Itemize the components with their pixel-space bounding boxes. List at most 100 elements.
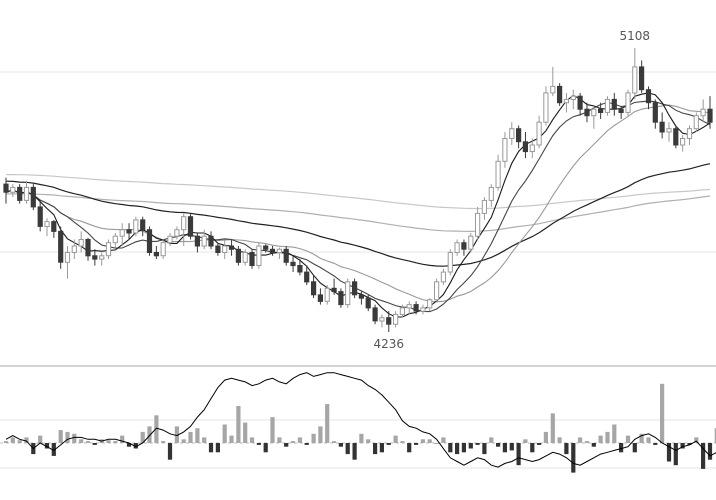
candle	[352, 278, 358, 299]
oscillator-bar	[277, 437, 282, 443]
oscillator-bar	[400, 441, 405, 443]
candle-body	[181, 216, 187, 231]
candle	[51, 219, 57, 238]
candle-body	[652, 102, 658, 123]
oscillator-bar	[612, 424, 617, 443]
oscillator-bar	[420, 439, 425, 443]
candle	[146, 226, 153, 256]
price-annotations: 5108 4236	[373, 29, 650, 351]
candle	[23, 180, 30, 204]
candle-body	[577, 95, 583, 110]
candle-body	[543, 92, 549, 123]
candle-body	[673, 128, 679, 146]
candle-body	[420, 307, 426, 312]
candle	[645, 86, 652, 110]
candle	[604, 96, 611, 116]
oscillator-line	[5, 372, 716, 468]
oscillator-bar	[701, 443, 706, 469]
candle	[372, 304, 378, 325]
candle	[228, 239, 235, 256]
candle-body	[126, 229, 132, 234]
candle	[529, 138, 535, 159]
candle-body	[488, 186, 494, 201]
candle	[475, 206, 481, 240]
candle-body	[358, 294, 364, 299]
candle-body	[119, 229, 125, 237]
candle	[64, 246, 71, 279]
candle	[44, 218, 50, 237]
candle-body	[304, 271, 310, 283]
candle-body	[167, 235, 173, 244]
candle	[488, 184, 494, 207]
candle-body	[434, 281, 440, 301]
oscillator-bar	[325, 404, 330, 443]
candle-body	[58, 230, 64, 263]
oscillator-bar	[85, 441, 91, 443]
candle	[187, 213, 194, 240]
oscillator-bar	[687, 443, 692, 445]
oscillator-bar	[598, 435, 603, 443]
oscillator-bar	[58, 430, 63, 443]
oscillator-bar	[3, 441, 9, 443]
candle-body	[194, 235, 201, 247]
candle	[249, 249, 255, 269]
candle-body	[297, 265, 303, 273]
oscillator-bar	[666, 443, 672, 462]
candle-body	[256, 245, 262, 266]
candle-body	[406, 304, 412, 309]
oscillator-bar	[489, 437, 494, 443]
oscillator-bar	[120, 435, 125, 443]
oscillator-bar	[605, 431, 610, 443]
candle-body	[3, 183, 9, 193]
oscillator-panel	[0, 372, 716, 473]
candle	[235, 246, 242, 266]
oscillator-bar	[482, 443, 487, 455]
candle-body	[331, 287, 337, 293]
candle	[37, 200, 43, 232]
candle	[481, 197, 487, 220]
oscillator-bar	[619, 443, 624, 453]
candle-body	[283, 248, 289, 263]
oscillator-bar	[106, 440, 111, 443]
oscillator-bar	[393, 435, 398, 443]
candle	[611, 92, 617, 116]
oscillator-bar	[653, 443, 658, 445]
oscillator-bar	[17, 440, 22, 443]
candle	[10, 184, 16, 198]
candle-body	[632, 66, 638, 94]
oscillator-bar	[188, 431, 193, 443]
candle	[17, 184, 23, 204]
candle-body	[23, 186, 30, 201]
candle	[283, 246, 289, 266]
candle-body	[365, 297, 371, 309]
candle	[365, 294, 371, 312]
candle-body	[461, 242, 467, 250]
candle	[317, 288, 323, 305]
candle	[632, 47, 638, 100]
candle	[707, 96, 713, 129]
candle-body	[680, 138, 686, 146]
candle-body	[311, 281, 317, 296]
candle	[140, 216, 146, 237]
oscillator-bar	[475, 443, 480, 445]
oscillator-bar	[154, 415, 159, 444]
oscillator-bar	[332, 441, 337, 443]
oscillator-bar	[434, 443, 439, 444]
candle-body	[352, 281, 358, 296]
candle	[85, 237, 91, 261]
oscillator-bar	[537, 443, 542, 445]
candle-body	[625, 92, 631, 113]
high-price-label: 5108	[620, 29, 651, 43]
candle-body	[30, 186, 36, 208]
candle	[420, 304, 426, 315]
candle-body	[399, 307, 405, 315]
candle-body	[174, 229, 180, 237]
candle-body	[51, 221, 57, 232]
candle	[393, 311, 399, 328]
ma60-line	[5, 163, 711, 267]
candle	[427, 298, 433, 312]
oscillator-bar	[543, 431, 548, 443]
candle	[570, 89, 576, 110]
candle-body	[686, 128, 693, 139]
candle	[406, 301, 412, 315]
